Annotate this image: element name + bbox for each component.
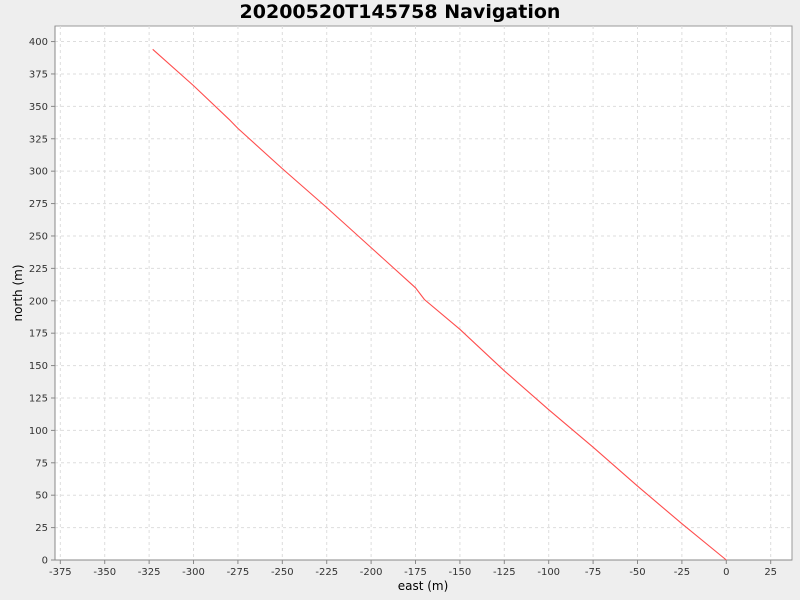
x-ticks: -375 -350 -325 -300 -275 -250 -225 -200 -175 -150… [49,560,777,578]
x-tick-label: -75 [585,567,601,578]
x-tick-label: -325 [138,567,161,578]
x-tick-label: -50 [629,567,645,578]
y-tick-label: 350 [29,102,48,113]
y-tick-label: 375 [29,69,48,80]
x-tick-label: -100 [537,567,560,578]
series [152,48,727,561]
y-tick-label: 50 [35,491,48,502]
x-tick-label: 0 [723,567,729,578]
x-tick-label: -250 [271,567,294,578]
x-tick-label: -175 [404,567,427,578]
x-tick-label: -225 [315,567,338,578]
y-tick-label: 225 [29,264,48,275]
y-axis-title: north (m) [11,264,25,321]
y-tick-label: 250 [29,231,48,242]
x-tick-label: -150 [449,567,472,578]
axes [54,26,792,561]
y-tick-label: 400 [29,37,48,48]
y-tick-label: 0 [42,556,48,567]
y-tick-label: 100 [29,426,48,437]
x-tick-label: -200 [360,567,383,578]
x-tick-label: -300 [182,567,205,578]
plot-area [54,25,793,561]
chart-title: 20200520T145758 Navigation [239,1,561,23]
y-ticks: 0 25 50 75 100 125 150 175 200 225 250 275 300 325 350… [29,37,55,567]
y-tick-label: 200 [29,296,48,307]
y-tick-label: 175 [29,329,48,340]
y-tick-label: 125 [29,393,48,404]
x-tick-label: -25 [674,567,690,578]
x-tick-label: -350 [93,567,116,578]
y-tick-label: 25 [35,523,48,534]
series-line [152,48,727,561]
y-tick-label: 275 [29,199,48,210]
x-tick-label: -275 [227,567,250,578]
x-axis-title: east (m) [398,579,449,593]
x-tick-label: 25 [764,567,777,578]
y-tick-label: 150 [29,361,48,372]
y-tick-label: 325 [29,134,48,145]
y-tick-label: 300 [29,167,48,178]
x-tick-label: -125 [493,567,516,578]
y-tick-label: 75 [35,458,48,469]
x-tick-label: -375 [49,567,72,578]
